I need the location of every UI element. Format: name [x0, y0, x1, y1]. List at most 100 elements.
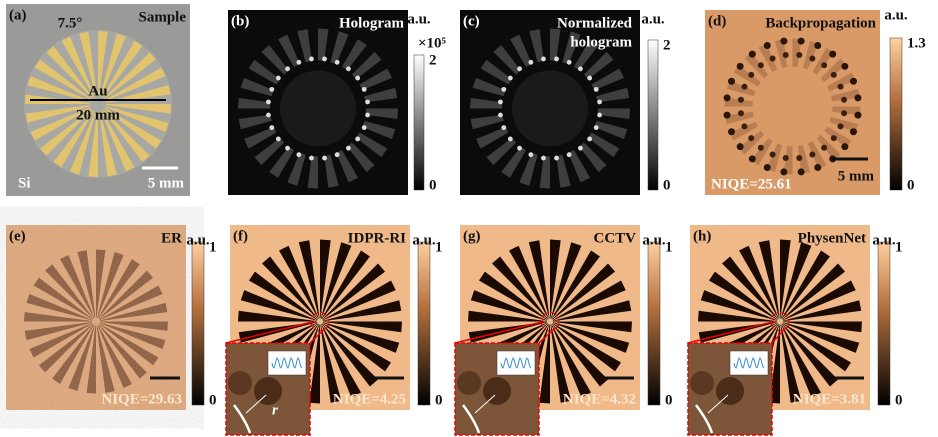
- panel-title: Sample: [138, 9, 186, 25]
- ring-dot: [814, 42, 821, 49]
- colorbar: [878, 242, 890, 405]
- ring-dot: [285, 66, 290, 71]
- annotation: 20 mm: [76, 107, 120, 123]
- colorbar-max: 2: [429, 52, 437, 68]
- colorbar-unit: a.u.: [884, 7, 908, 23]
- ring-dot: [498, 113, 503, 118]
- ring-dot: [541, 57, 546, 62]
- ring-dot: [309, 57, 314, 62]
- ring-dot: [831, 135, 837, 141]
- colorbar: [414, 55, 424, 190]
- colorbar: [890, 38, 902, 190]
- colorbar-unit: a.u.: [872, 232, 896, 248]
- ring-dot: [770, 152, 776, 158]
- scale-bar-label: 5 mm: [148, 175, 185, 191]
- colorbar: [648, 40, 658, 190]
- ring-dot: [738, 110, 744, 116]
- ring-dot: [322, 57, 327, 62]
- inset-blob: [228, 371, 252, 395]
- colorbar-min: 0: [895, 392, 903, 408]
- ring-dot: [809, 152, 815, 158]
- panel-title: Backpropagation: [765, 15, 876, 31]
- ring-dot: [296, 60, 301, 65]
- ring-dot: [528, 152, 533, 157]
- colorbar-min: 0: [429, 177, 437, 193]
- ring-dot: [838, 84, 844, 90]
- ring-dot: [578, 66, 583, 71]
- colorbar-min: 0: [663, 177, 671, 193]
- niqe-score: NIQE=4.25: [333, 391, 406, 407]
- ring-dot: [276, 76, 281, 81]
- ring-dot: [829, 51, 836, 58]
- ring-dot: [335, 152, 340, 157]
- ring-dot: [749, 155, 756, 162]
- niqe-score: NIQE=25.61: [711, 176, 792, 192]
- ring-dot: [346, 66, 351, 71]
- colorbar: [418, 242, 430, 405]
- annotation: 7.5°: [58, 15, 83, 31]
- inset-blob: [716, 377, 744, 405]
- ring-dot: [501, 87, 506, 92]
- ring-dot: [594, 125, 599, 130]
- panel-label: (f): [233, 228, 248, 244]
- ring-dot: [541, 156, 546, 161]
- ring-dot: [597, 113, 602, 118]
- colorbar-unit: a.u.: [186, 232, 210, 248]
- ring-dot: [749, 51, 756, 58]
- panel-label: (b): [231, 13, 249, 29]
- colorbar-unit: a.u.: [407, 11, 431, 27]
- colorbar-unit: a.u.: [412, 232, 436, 248]
- ring-dot: [335, 60, 340, 65]
- panel-label: (c): [463, 13, 480, 29]
- panel-title: ER: [161, 230, 182, 246]
- ring-dot: [309, 156, 314, 161]
- colorbar-max: 1: [895, 239, 903, 255]
- ring-dot: [276, 137, 281, 142]
- ring-dot: [724, 112, 731, 119]
- ring-dot: [798, 38, 805, 45]
- colorbar-min: 0: [209, 392, 217, 408]
- panel-label: (d): [708, 13, 726, 29]
- panel-title: Normalized: [557, 15, 633, 31]
- colorbar-unit: a.u.: [642, 232, 666, 248]
- ring-dot: [554, 57, 559, 62]
- ring-dot: [809, 55, 815, 61]
- ring-dot: [355, 137, 360, 142]
- panel-title: IDPR-RI: [348, 230, 406, 246]
- ring-dot: [854, 112, 861, 119]
- ring-dot: [841, 63, 848, 70]
- ring-dot: [796, 155, 802, 161]
- niqe-score: NIQE=29.63: [101, 391, 182, 407]
- ring-dot: [738, 97, 744, 103]
- panel-label: (g): [463, 228, 481, 244]
- panel-label: (h): [693, 228, 711, 244]
- ring-dot: [770, 55, 776, 61]
- colorbar-min: 0: [435, 392, 443, 408]
- colorbar-max: 1.3: [907, 35, 926, 51]
- panel-title: Hologram: [339, 15, 404, 31]
- ring-dot: [362, 87, 367, 92]
- ring-dot: [365, 113, 370, 118]
- ring-dot: [508, 76, 513, 81]
- niqe-score: NIQE=3.81: [793, 391, 866, 407]
- ring-dot: [748, 72, 754, 78]
- ring-dot: [587, 76, 592, 81]
- ring-dot: [528, 60, 533, 65]
- ring-dot: [798, 168, 805, 175]
- ring-dot: [821, 62, 827, 68]
- ring-dot: [748, 135, 754, 141]
- annotation: Si: [18, 175, 31, 191]
- ring-dot: [355, 76, 360, 81]
- ring-dot: [296, 152, 301, 157]
- panel-label: (a): [9, 7, 27, 23]
- ring-dot: [266, 113, 271, 118]
- ring-dot: [322, 156, 327, 161]
- ring-dot: [783, 52, 789, 58]
- panel-label: (e): [9, 228, 26, 244]
- colorbar-min: 0: [907, 177, 915, 193]
- ring-dot: [597, 100, 602, 105]
- inset-label: r: [272, 402, 278, 418]
- colorbar-min: 0: [665, 392, 673, 408]
- ring-dot: [728, 128, 735, 135]
- ring-dot: [780, 168, 787, 175]
